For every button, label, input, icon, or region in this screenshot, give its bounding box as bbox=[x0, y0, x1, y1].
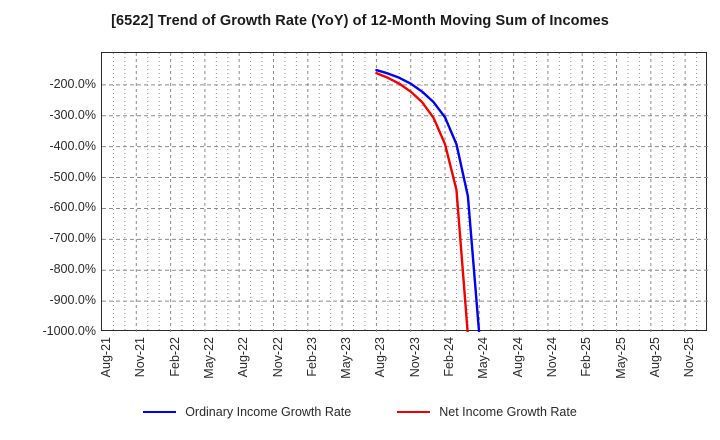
y-tick-label: -300.0% bbox=[49, 107, 96, 122]
legend-entry[interactable]: Ordinary Income Growth Rate bbox=[143, 405, 351, 419]
x-tick-label: Aug-23 bbox=[373, 337, 388, 378]
x-tick-label: Nov-22 bbox=[270, 337, 285, 378]
plot-area bbox=[101, 52, 708, 332]
series-line bbox=[375, 68, 481, 332]
chart-legend: Ordinary Income Growth Rate Net Income Gr… bbox=[0, 405, 720, 419]
y-tick-label: -1000.0% bbox=[42, 324, 96, 338]
x-tick-label: Nov-23 bbox=[407, 337, 422, 378]
y-axis: -200.0% -300.0% -400.0% -500.0% -600.0% -700.… bbox=[0, 0, 96, 440]
legend-color-swatch bbox=[143, 411, 177, 413]
legend-label: Ordinary Income Growth Rate bbox=[185, 405, 352, 419]
series-line bbox=[375, 71, 469, 332]
x-tick-label: May-23 bbox=[339, 337, 354, 379]
y-tick-label: -200.0% bbox=[49, 76, 96, 91]
x-tick-label: Aug-21 bbox=[99, 337, 113, 378]
x-tick-label: May-25 bbox=[613, 337, 628, 379]
x-tick-label: Feb-25 bbox=[579, 337, 594, 377]
x-tick-label: Feb-22 bbox=[167, 337, 182, 377]
y-tick-label: -900.0% bbox=[49, 293, 96, 308]
series-lines bbox=[375, 68, 481, 332]
legend-label: Net Income Growth Rate bbox=[439, 405, 577, 419]
x-tick-label: Aug-24 bbox=[510, 337, 525, 378]
y-tick-label: -400.0% bbox=[49, 138, 96, 153]
gridlines bbox=[102, 53, 708, 332]
x-tick-label: Nov-24 bbox=[544, 337, 559, 378]
x-tick-label: Nov-25 bbox=[682, 337, 697, 378]
chart-title: [6522] Trend of Growth Rate (YoY) of 12-… bbox=[111, 13, 609, 29]
x-tick-label: May-22 bbox=[201, 337, 216, 379]
y-tick-label: -600.0% bbox=[49, 200, 96, 215]
y-tick-label: -500.0% bbox=[49, 169, 96, 184]
y-tick-label: -700.0% bbox=[49, 231, 96, 246]
legend-entry[interactable]: Net Income Growth Rate bbox=[397, 405, 577, 419]
y-tick-label: -800.0% bbox=[49, 262, 96, 277]
x-tick-label: Feb-24 bbox=[442, 337, 457, 377]
x-tick-label: Aug-22 bbox=[236, 337, 251, 378]
x-tick-label: Nov-21 bbox=[133, 337, 148, 378]
legend-color-swatch bbox=[397, 411, 431, 413]
x-tick-label: May-24 bbox=[476, 337, 491, 379]
x-tick-label: Aug-25 bbox=[647, 337, 662, 378]
x-tick-label: Feb-23 bbox=[304, 337, 319, 377]
